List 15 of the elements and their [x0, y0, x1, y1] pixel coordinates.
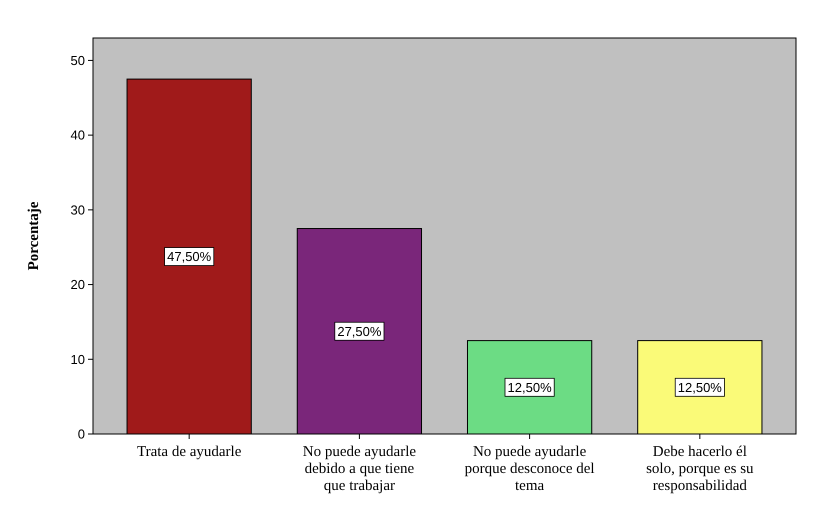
y-tick-label: 0 — [78, 426, 85, 442]
x-tick-label: No puede ayudarle debido a que tiene que trabajar — [302, 444, 416, 494]
data-label: 47,50% — [167, 249, 212, 264]
y-tick-label: 40 — [70, 128, 85, 143]
y-tick-label: 30 — [70, 202, 85, 218]
y-tick-label: 50 — [70, 52, 85, 68]
data-label: 12,50% — [678, 380, 722, 395]
data-label: 12,50% — [508, 380, 552, 395]
x-tick-label: No puede ayudarle porque desconoce del tema — [464, 444, 595, 494]
y-tick-label: 10 — [70, 352, 85, 367]
data-label: 27,50% — [337, 324, 382, 339]
x-tick-label: Trata de ayudarle — [136, 444, 242, 460]
y-tick-label: 20 — [70, 277, 85, 292]
y-axis-title: Porcentaje — [26, 201, 42, 270]
x-tick-label: Debe hacerlo él solo, porque es su responsabilidad — [646, 444, 754, 494]
